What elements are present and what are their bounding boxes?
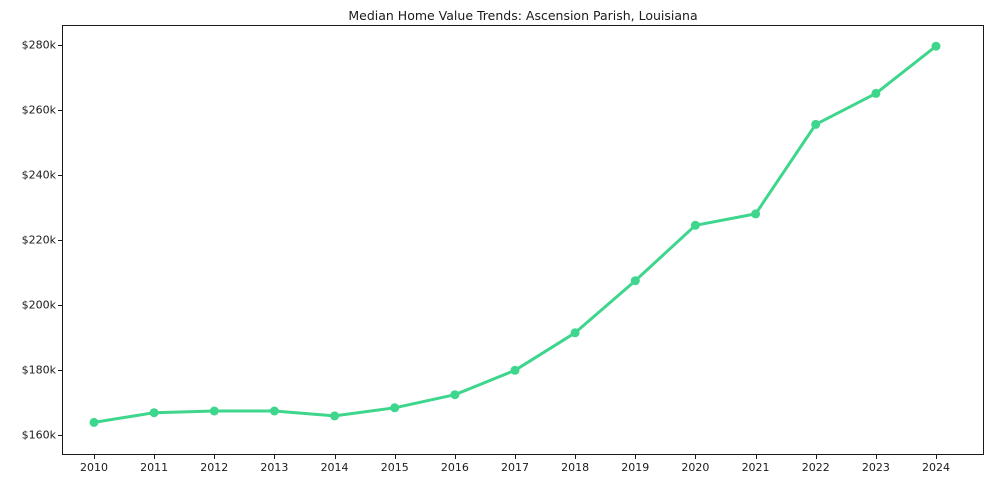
x-tick-label: 2012 <box>200 461 229 474</box>
data-point-2011 <box>149 408 159 418</box>
x-tick-mark <box>454 455 456 459</box>
x-tick-mark <box>755 455 757 459</box>
x-tick-mark <box>214 455 216 459</box>
y-tick-label: $260k <box>21 103 56 117</box>
data-point-2016 <box>450 390 460 400</box>
data-point-2012 <box>209 406 219 416</box>
data-point-2021 <box>751 209 761 219</box>
data-point-2017 <box>510 365 520 375</box>
x-tick-mark <box>394 455 396 459</box>
x-tick-label: 2024 <box>922 461 950 474</box>
chart-title: Median Home Value Trends: Ascension Pari… <box>348 8 698 23</box>
y-tick-label: $180k <box>21 363 56 377</box>
x-tick-mark <box>936 455 937 459</box>
data-point-2020 <box>690 220 700 230</box>
x-tick-mark <box>94 455 95 459</box>
x-tick-mark <box>575 455 577 459</box>
x-tick-label: 2016 <box>440 461 469 474</box>
x-tick-label: 2010 <box>80 461 108 474</box>
x-tick-label: 2017 <box>501 461 529 474</box>
y-tick-label: $200k <box>21 298 56 312</box>
x-tick-mark <box>875 455 877 459</box>
x-tick-mark <box>815 455 817 459</box>
data-point-2018 <box>570 328 580 338</box>
data-point-2019 <box>630 276 640 286</box>
x-tick-mark <box>274 455 276 459</box>
x-tick-mark <box>334 455 336 459</box>
data-point-2023 <box>871 88 881 98</box>
x-tick-mark <box>154 455 156 459</box>
x-tick-label: 2014 <box>320 461 349 474</box>
x-tick-label: 2013 <box>260 461 289 474</box>
y-tick-label: $220k <box>21 233 56 247</box>
y-tick-label: $280k <box>21 38 56 52</box>
data-point-2022 <box>811 119 821 129</box>
x-tick-label: 2022 <box>801 461 830 474</box>
plot-area <box>62 25 984 455</box>
x-tick-label: 2011 <box>140 461 169 474</box>
x-tick-label: 2019 <box>621 461 650 474</box>
data-point-2014 <box>330 411 340 421</box>
x-tick-label: 2020 <box>681 461 710 474</box>
y-tick-label: $160k <box>21 428 56 442</box>
x-tick-mark <box>695 455 697 459</box>
data-point-2013 <box>269 406 279 416</box>
data-point-2024 <box>931 41 941 51</box>
x-tick-label: 2015 <box>380 461 409 474</box>
data-point-2010 <box>89 417 99 427</box>
x-tick-label: 2023 <box>861 461 890 474</box>
x-tick-label: 2021 <box>741 461 770 474</box>
x-tick-mark <box>635 455 637 459</box>
plot-border <box>62 25 984 455</box>
data-point-2015 <box>390 403 400 413</box>
x-tick-mark <box>515 455 516 459</box>
x-tick-label: 2018 <box>561 461 590 474</box>
y-tick-label: $240k <box>21 168 56 182</box>
